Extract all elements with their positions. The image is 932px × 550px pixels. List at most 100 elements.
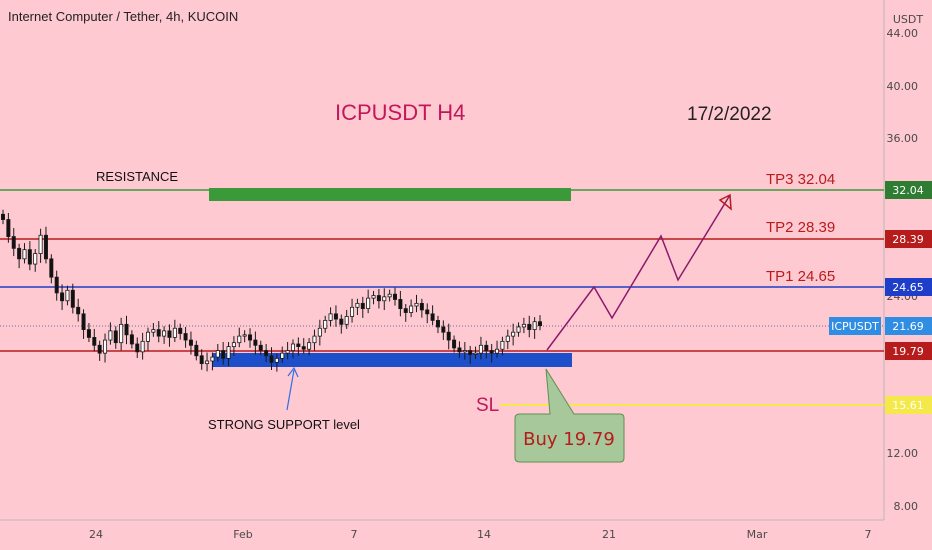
buy-callout-label: Buy 19.79 <box>523 429 615 450</box>
sl-label: SL <box>476 395 500 416</box>
candle-body <box>296 343 301 348</box>
candle-body <box>215 350 220 358</box>
candle-body <box>183 333 188 341</box>
candle-body <box>473 352 478 355</box>
time-tick-5: Mar <box>747 528 768 541</box>
candle-body <box>0 213 6 220</box>
time-tick-2: 7 <box>351 528 358 541</box>
candle-body <box>344 316 349 325</box>
level-tag-0 <box>885 181 932 199</box>
projected-path <box>546 194 731 351</box>
candle-body <box>119 323 124 344</box>
level-tag-label-3: 21.69 <box>892 320 924 333</box>
candle-body <box>188 339 193 346</box>
candle-body <box>172 327 177 338</box>
candle-body <box>446 331 451 341</box>
level-tag-3 <box>885 317 932 335</box>
candle-body <box>500 340 505 350</box>
candle-body <box>248 334 253 341</box>
price-tick-6: 8.00 <box>894 500 919 513</box>
candle-body <box>274 357 279 363</box>
candle-body <box>103 339 108 354</box>
tp3-label: TP3 32.04 <box>766 171 836 188</box>
candle-body <box>113 330 118 344</box>
candle-body <box>210 356 215 362</box>
time-tick-3: 14 <box>477 528 491 541</box>
candle-body <box>140 340 145 353</box>
candle-body <box>205 360 210 365</box>
candle-body <box>371 295 376 299</box>
candle-body <box>435 320 440 328</box>
level-tag-label-5: 15.61 <box>892 399 924 412</box>
current-symbol-tag <box>829 317 881 335</box>
candle-body <box>162 330 167 337</box>
candle-body <box>49 258 54 278</box>
candle-body <box>129 334 134 345</box>
candle-body <box>156 329 161 337</box>
candle-body <box>350 306 355 317</box>
level-tag-label-1: 28.39 <box>892 233 924 246</box>
candle-body <box>339 318 344 325</box>
time-tick-0: 24 <box>89 528 103 541</box>
candle-body <box>54 276 59 294</box>
candle-body <box>280 352 285 359</box>
candle-body <box>242 334 247 337</box>
support-zone <box>212 353 572 367</box>
candle-body <box>86 329 91 338</box>
level-tag-4 <box>885 342 932 360</box>
candle-body <box>403 308 408 313</box>
candle-body <box>468 350 473 355</box>
candle-body <box>253 339 258 346</box>
current-symbol-label: ICPUSDT <box>831 320 879 333</box>
candle-body <box>81 313 86 330</box>
candle-body <box>317 327 322 337</box>
level-tag-label-2: 24.65 <box>892 281 924 294</box>
tp2-label: TP2 28.39 <box>766 219 836 236</box>
candle-body <box>285 350 290 354</box>
candle-body <box>511 331 516 337</box>
candle-body <box>38 234 43 254</box>
candle-body <box>419 302 424 311</box>
level-tag-label-4: 19.79 <box>892 345 924 358</box>
tp1-label: TP1 24.65 <box>766 268 836 285</box>
support-arrow <box>286 369 295 411</box>
candle-body <box>258 344 263 351</box>
candle-body <box>97 344 102 354</box>
candle-body <box>167 330 172 338</box>
candlestick-series <box>0 209 543 372</box>
price-tick-5: 12.00 <box>887 447 919 460</box>
candle-body <box>393 293 398 300</box>
candle-body <box>60 292 65 302</box>
resistance-zone <box>209 188 571 201</box>
candle-body <box>135 343 140 353</box>
candle-body <box>43 234 48 260</box>
candle-body <box>237 335 242 344</box>
candle-body <box>145 331 150 342</box>
candle-body <box>527 323 532 330</box>
chart-title: Internet Computer / Tether, 4h, KUCOIN <box>8 9 239 24</box>
candle-body <box>425 309 430 315</box>
buy-callout <box>514 368 625 463</box>
price-level-tags: 32.04 28.39 24.65 21.69 ICPUSDT 19.79 15.61 <box>829 181 932 414</box>
time-tick-4: 21 <box>602 528 616 541</box>
price-tick-1: 40.00 <box>887 80 919 93</box>
time-tick-6: 7 <box>865 528 872 541</box>
candle-body <box>414 302 419 307</box>
candle-body <box>17 247 22 260</box>
price-tick-0: 44.00 <box>887 27 919 40</box>
candle-body <box>11 236 16 249</box>
candle-body <box>328 313 333 321</box>
main-title: ICPUSDT H4 <box>335 100 466 125</box>
time-axis-ticks: 24 Feb 7 14 21 Mar 7 <box>89 528 872 541</box>
candle-body <box>92 337 97 346</box>
time-tick-1: Feb <box>233 528 252 541</box>
candle-body <box>323 320 328 329</box>
candle-body <box>516 326 521 333</box>
candle-body <box>33 253 38 265</box>
candle-body <box>151 329 156 333</box>
candle-body <box>76 306 81 315</box>
candle-body <box>360 302 365 310</box>
candle-body <box>452 339 457 349</box>
